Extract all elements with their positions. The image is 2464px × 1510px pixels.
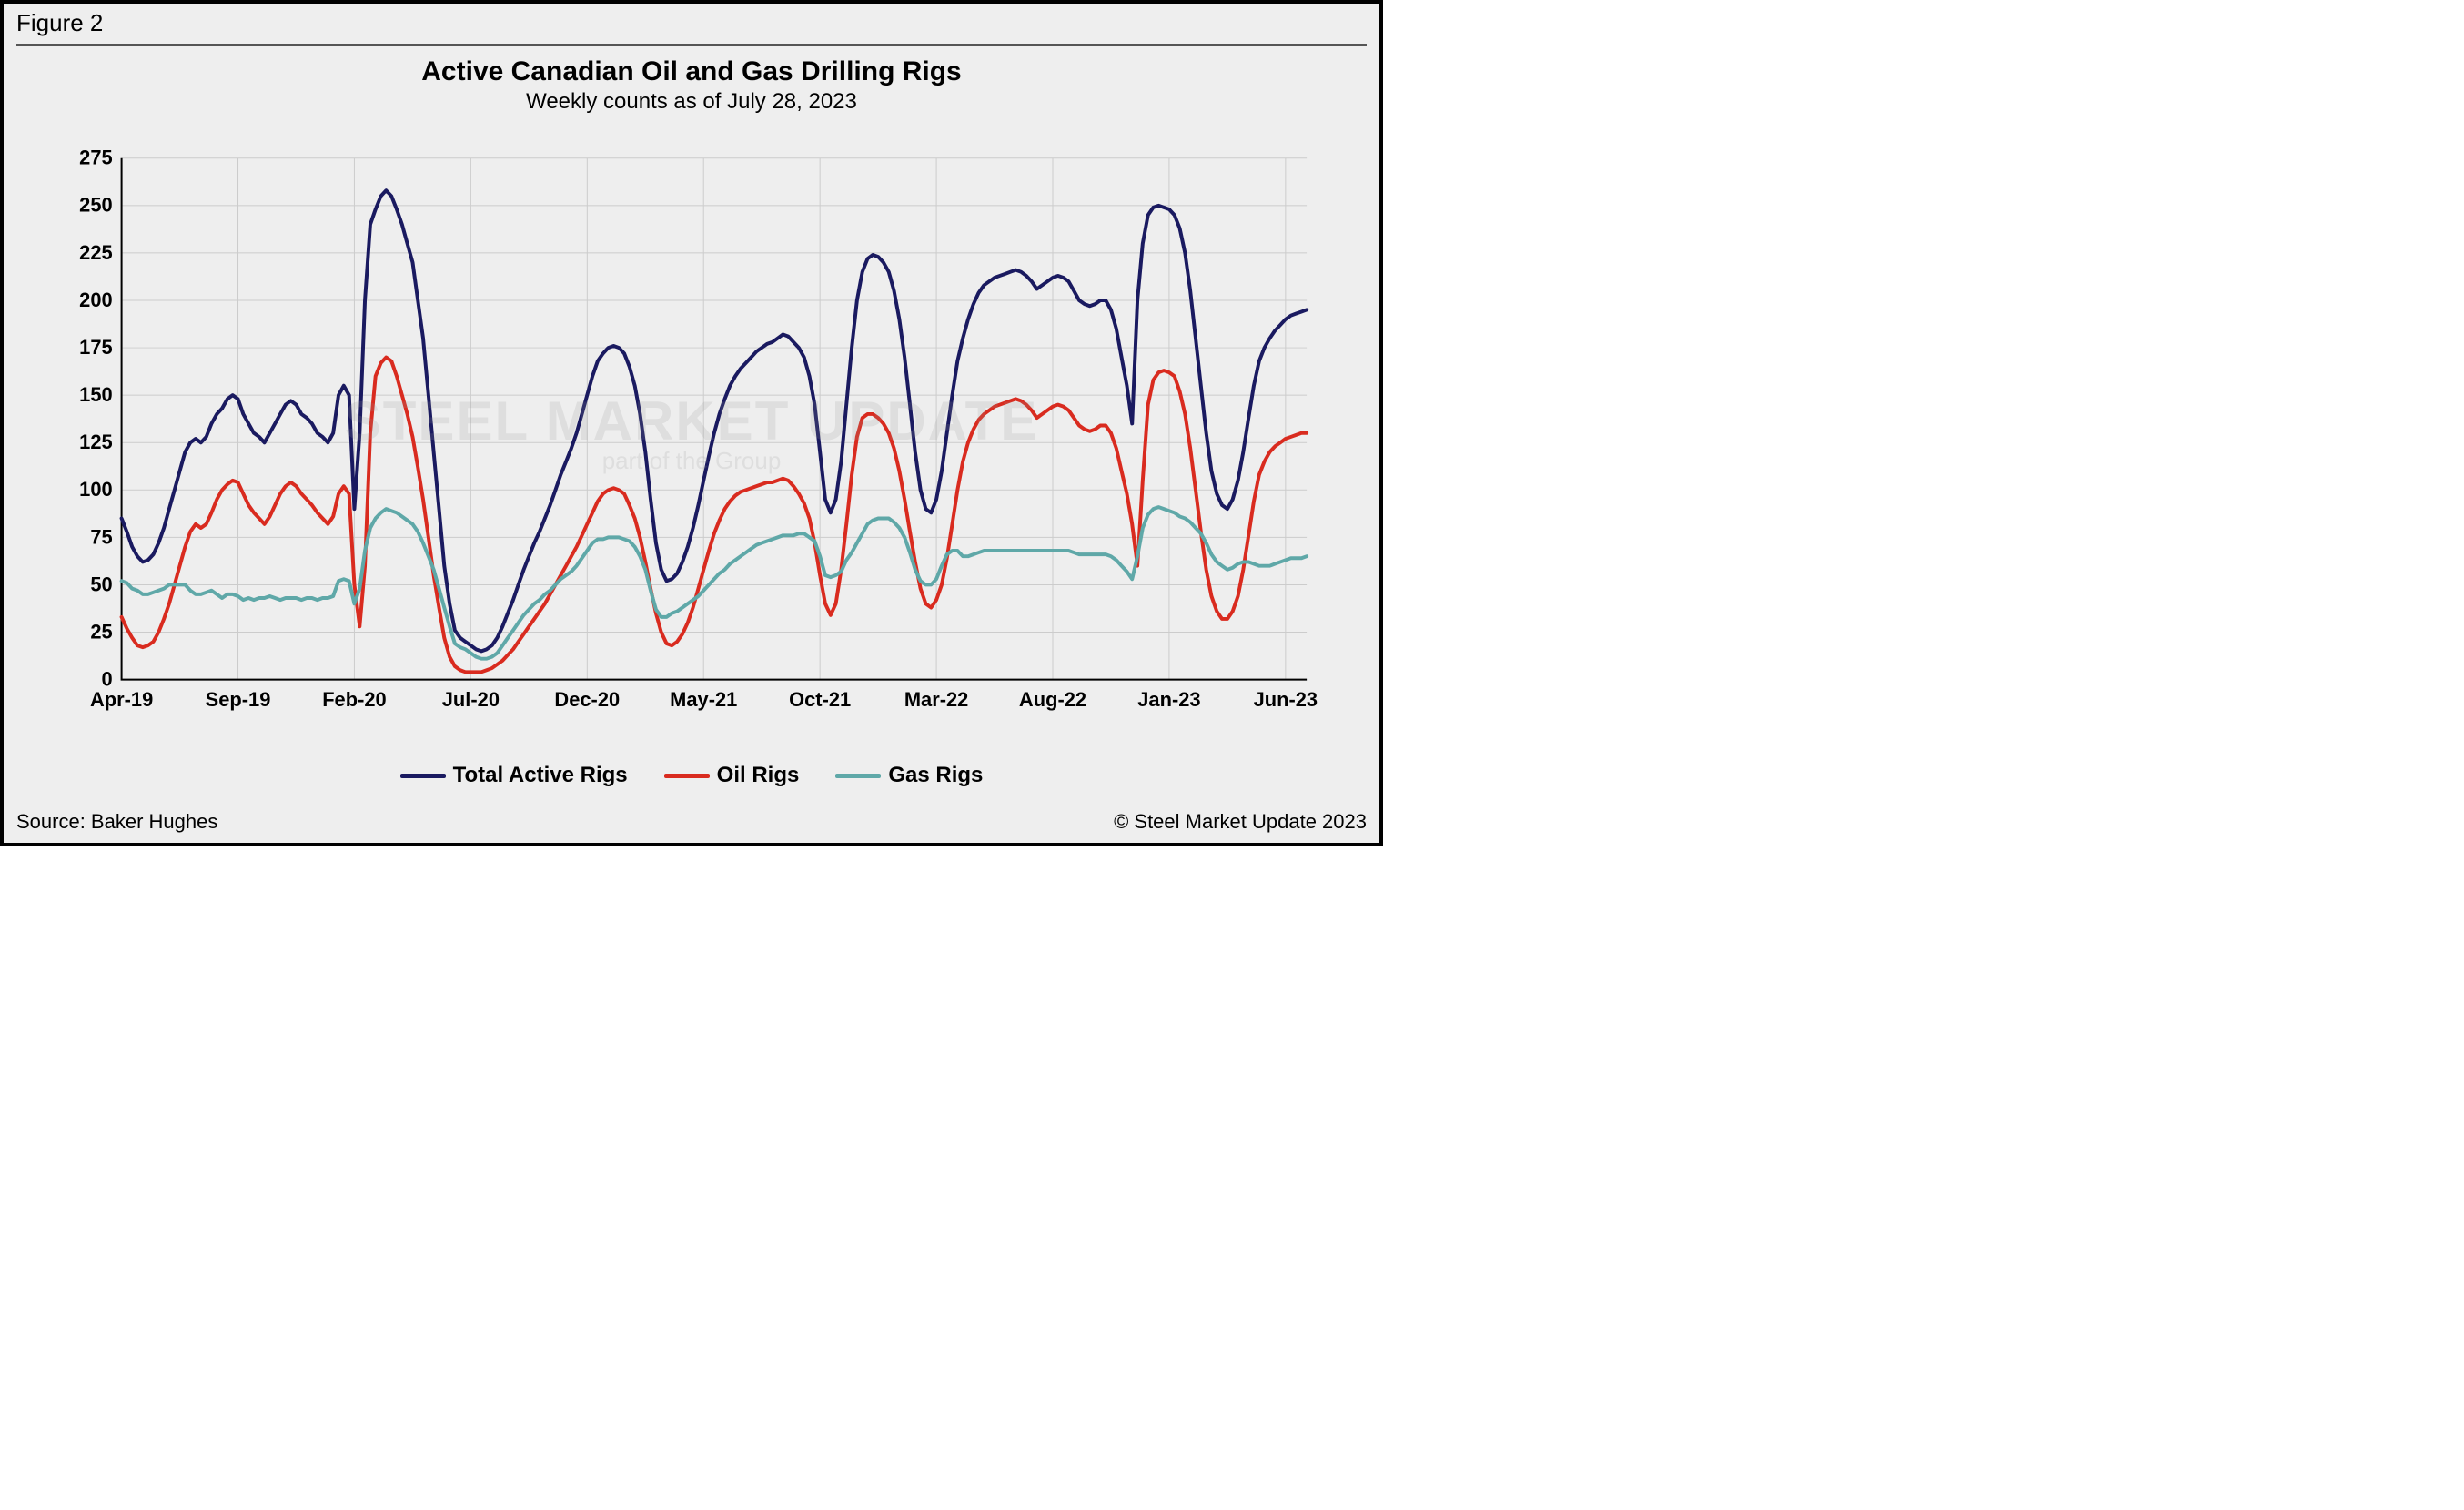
chart-titles: Active Canadian Oil and Gas Drilling Rig… — [4, 56, 1379, 115]
x-tick-label: Feb-20 — [322, 688, 386, 711]
legend-label: Gas Rigs — [888, 763, 983, 788]
legend-item: Oil Rigs — [664, 763, 800, 788]
x-tick-label: Sep-19 — [206, 688, 271, 711]
y-tick-label: 50 — [90, 573, 112, 595]
y-tick-label: 200 — [79, 289, 112, 311]
x-tick-label: Jun-23 — [1254, 688, 1318, 711]
legend-label: Oil Rigs — [717, 763, 800, 788]
x-tick-label: Aug-22 — [1019, 688, 1086, 711]
source-text: Source: Baker Hughes — [16, 810, 217, 834]
chart-subtitle: Weekly counts as of July 28, 2023 — [4, 89, 1379, 115]
copyright-text: © Steel Market Update 2023 — [1114, 810, 1367, 834]
y-tick-label: 0 — [101, 668, 112, 691]
y-tick-label: 175 — [79, 336, 112, 359]
y-tick-label: 150 — [79, 383, 112, 406]
legend-swatch — [835, 774, 881, 778]
x-tick-label: Oct-21 — [789, 688, 851, 711]
chart-svg: 0 25 50 75 100 125 150 175 200 225 250 275 Apr-19 Se… — [58, 140, 1325, 725]
x-tick-label: Apr-19 — [90, 688, 153, 711]
series-line — [122, 190, 1308, 651]
figure-container: Figure 2 Active Canadian Oil and Gas Dri… — [0, 0, 1383, 846]
legend-item: Total Active Rigs — [400, 763, 628, 788]
x-tick-label: Dec-20 — [554, 688, 620, 711]
figure-rule — [16, 44, 1367, 46]
y-tick-label: 250 — [79, 194, 112, 217]
figure-label: Figure 2 — [16, 9, 103, 37]
y-tick-label: 275 — [79, 147, 112, 169]
y-tick-label: 100 — [79, 478, 112, 501]
y-tick-label: 25 — [90, 621, 112, 644]
x-tick-label: May-21 — [670, 688, 737, 711]
legend-label: Total Active Rigs — [453, 763, 628, 788]
legend-swatch — [400, 774, 446, 778]
plot-area: STEEL MARKET UPDATE part of the Group 02… — [58, 140, 1325, 725]
legend-swatch — [664, 774, 710, 778]
y-tick-label: 75 — [90, 525, 112, 548]
chart-title: Active Canadian Oil and Gas Drilling Rig… — [4, 56, 1379, 87]
x-tick-label: Jan-23 — [1137, 688, 1200, 711]
legend: Total Active Rigs Oil Rigs Gas Rigs — [4, 763, 1379, 788]
y-tick-label: 125 — [79, 431, 112, 453]
x-tick-label: Mar-22 — [904, 688, 968, 711]
x-tick-label: Jul-20 — [442, 688, 500, 711]
legend-item: Gas Rigs — [835, 763, 983, 788]
y-tick-label: 225 — [79, 241, 112, 264]
